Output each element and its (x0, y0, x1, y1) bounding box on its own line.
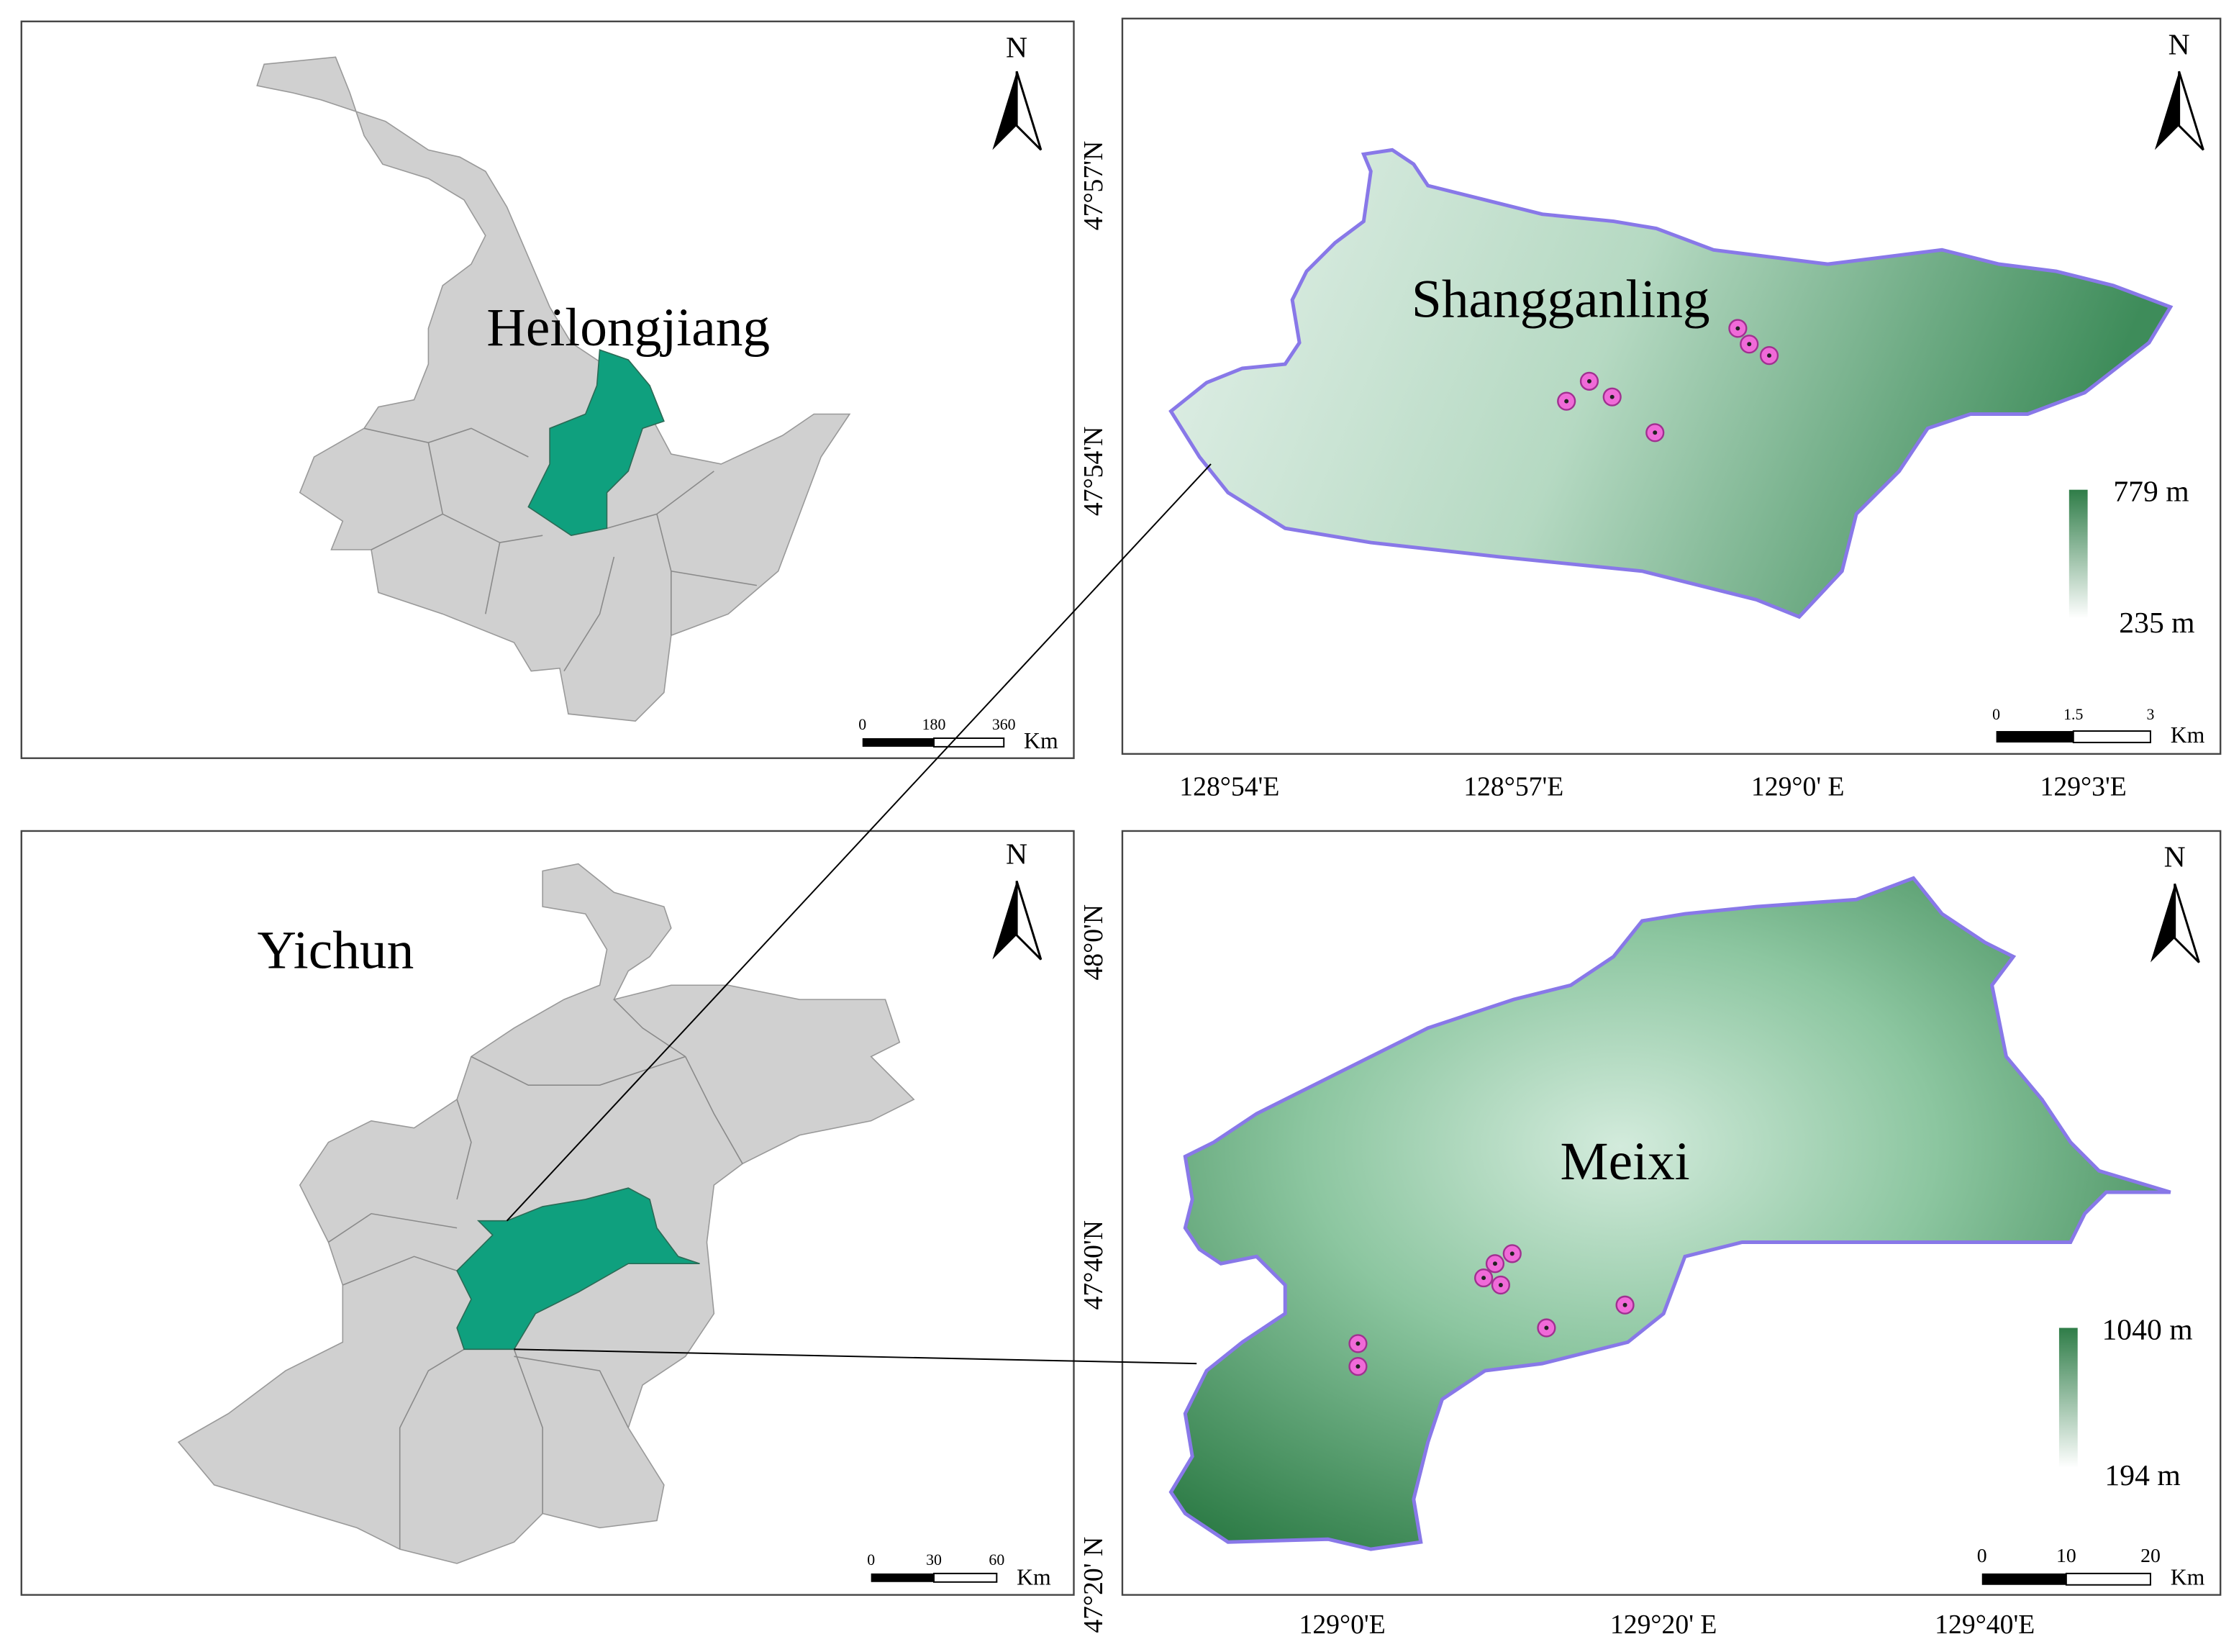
province-shape (256, 56, 851, 722)
frame (20, 830, 1075, 1596)
scale-tick: 0 (1992, 706, 2000, 723)
scale-tick: 0 (1977, 1545, 1987, 1567)
panel-heilongjiang: Heilongjiang N 0 180 360 Km (20, 20, 1075, 759)
lat-label: 47°20' N (1078, 1537, 1109, 1633)
north-label: N (2168, 28, 2190, 61)
scale-tick: 1.5 (2063, 706, 2083, 723)
scale-tick: 0 (858, 716, 866, 733)
terrain (1168, 876, 2171, 1551)
scale-tick: 180 (922, 716, 946, 733)
lon-label: 129°0'E (1299, 1610, 1385, 1640)
scale-tick: 20 (2140, 1545, 2161, 1567)
north-label: N (2164, 841, 2186, 874)
elevation-min: 235 m (2119, 607, 2194, 640)
scale-unit: Km (1017, 1565, 1051, 1590)
frame (1121, 17, 2222, 755)
lon-label: 129°0' E (1751, 771, 1845, 802)
north-label: N (1006, 838, 1027, 871)
panel-label: Heilongjiang (486, 298, 770, 358)
scale-unit: Km (1024, 728, 1058, 753)
district-highlight (456, 1187, 700, 1351)
terrain (1168, 148, 2174, 620)
connectors (506, 463, 1212, 1365)
frame (1121, 830, 2222, 1596)
scale-tick: 60 (989, 1551, 1004, 1569)
lon-label: 129°3'E (2040, 771, 2127, 802)
lat-label: 48°0'N (1078, 904, 1109, 981)
scale-tick: 360 (992, 716, 1016, 733)
lon-label: 129°40'E (1935, 1610, 2035, 1640)
panel-label: Yichun (257, 920, 414, 980)
lat-label: 47°40'N (1078, 1220, 1109, 1310)
lon-label: 128°57'E (1463, 771, 1563, 802)
lat-label: 47°57'N (1078, 141, 1109, 230)
elevation-min: 194 m (2104, 1459, 2180, 1492)
lon-label: 129°20' E (1610, 1610, 1717, 1640)
sample-sites (1348, 1244, 1635, 1376)
frame (20, 20, 1075, 759)
yichun-highlight (527, 349, 665, 537)
panel-label: Shangganling (1412, 270, 1710, 330)
scale-tick: 10 (2056, 1545, 2076, 1567)
north-label: N (1006, 31, 1027, 64)
panel-label: Meixi (1561, 1132, 1690, 1192)
elevation-ramp (2058, 1328, 2078, 1469)
elevation-max: 779 m (2113, 476, 2189, 509)
panel-meixi: Meixi N 48°0'N 47°40'N 47°20' N 129°0'E … (1078, 830, 2222, 1640)
scale-tick: 30 (926, 1551, 942, 1569)
lon-label: 128°54'E (1179, 771, 1279, 802)
sample-sites (1557, 319, 1779, 442)
scale-unit: Km (2171, 722, 2205, 748)
lat-label: 47°54'N (1078, 427, 1109, 516)
elevation-ramp (2068, 489, 2088, 619)
elevation-max: 1040 m (2102, 1313, 2192, 1346)
scale-tick: 0 (867, 1551, 875, 1569)
panel-shangganling: Shangganling N 47°57'N 47°54'N 128°54'E … (1078, 17, 2222, 802)
scale-tick: 3 (2146, 706, 2154, 723)
panel-yichun: Yichun N 0 30 60 Km (20, 830, 1075, 1596)
scale-unit: Km (2171, 1565, 2205, 1590)
